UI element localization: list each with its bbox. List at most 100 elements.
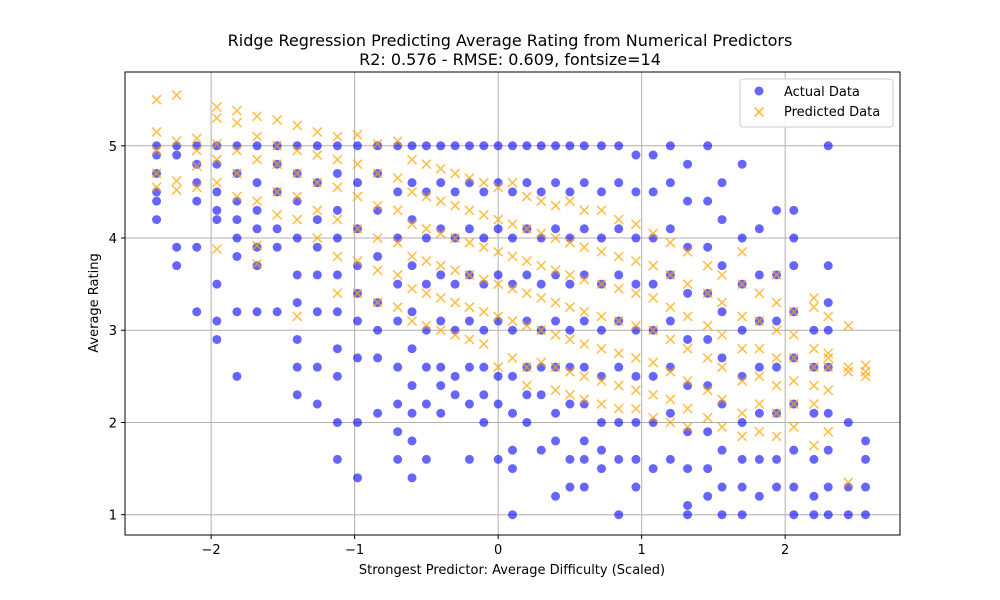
actual-data-point <box>737 371 747 381</box>
actual-data-point <box>212 279 222 289</box>
actual-data-point <box>717 353 727 363</box>
predicted-data-point <box>231 168 243 179</box>
actual-data-point <box>232 251 242 261</box>
actual-data-point <box>436 141 446 151</box>
actual-data-point <box>579 399 589 409</box>
predicted-data-point <box>392 237 403 248</box>
predicted-data-point <box>648 228 659 239</box>
actual-data-point <box>493 178 503 188</box>
predicted-data-point <box>550 362 561 373</box>
predicted-data-point <box>823 426 834 437</box>
actual-data-point <box>565 482 575 492</box>
predicted-data-point <box>630 219 641 230</box>
actual-data-point <box>464 178 474 188</box>
actual-data-point <box>407 473 417 483</box>
actual-data-point <box>508 233 517 243</box>
actual-data-point <box>823 298 833 308</box>
actual-data-point <box>312 141 322 151</box>
actual-data-point <box>809 325 819 335</box>
actual-data-point <box>596 141 606 151</box>
actual-data-point <box>373 325 383 335</box>
actual-data-point <box>192 178 202 188</box>
predicted-data-point <box>421 288 432 299</box>
predicted-data-point <box>332 154 343 165</box>
actual-data-point <box>192 307 202 317</box>
actual-data-point <box>648 464 658 474</box>
predicted-data-point <box>464 269 475 280</box>
predicted-data-point <box>771 269 782 280</box>
actual-data-point <box>631 233 641 243</box>
predicted-data-point <box>564 389 575 400</box>
actual-data-point <box>789 261 799 271</box>
actual-data-point <box>393 362 403 372</box>
predicted-data-point <box>823 348 834 359</box>
actual-data-point <box>272 307 282 317</box>
predicted-data-point <box>579 274 590 285</box>
actual-data-point <box>353 178 362 188</box>
actual-data-point <box>683 381 693 391</box>
actual-data-point <box>648 187 658 197</box>
actual-data-point <box>436 224 446 234</box>
predicted-data-point <box>507 177 518 188</box>
predicted-data-point <box>550 329 561 340</box>
predicted-data-point <box>464 237 475 248</box>
predicted-data-point <box>579 339 590 350</box>
predicted-data-point <box>536 196 547 207</box>
predicted-data-point <box>665 269 676 280</box>
predicted-data-point <box>251 111 263 122</box>
predicted-data-point <box>312 177 323 188</box>
actual-data-point <box>292 141 302 151</box>
x-tick-label: 0 <box>494 543 502 558</box>
actual-data-point <box>252 178 262 188</box>
actual-data-point <box>596 371 606 381</box>
predicted-data-point <box>771 408 782 419</box>
actual-data-point <box>272 242 282 252</box>
predicted-data-point <box>665 302 676 313</box>
predicted-data-point <box>493 182 504 193</box>
predicted-data-point <box>716 422 728 433</box>
predicted-data-point <box>406 251 418 262</box>
actual-data-point <box>508 408 517 418</box>
actual-data-point <box>192 196 202 206</box>
actual-data-point <box>861 510 871 520</box>
actual-data-point <box>823 482 833 492</box>
predicted-data-point <box>272 114 283 126</box>
actual-data-point <box>332 141 342 151</box>
predicted-data-point <box>536 325 547 336</box>
actual-data-point <box>292 334 302 344</box>
actual-data-point <box>522 417 532 427</box>
actual-data-point <box>703 141 713 151</box>
actual-data-point <box>421 233 431 243</box>
actual-data-point <box>450 371 460 381</box>
legend-predicted-label: Predicted Data <box>784 105 880 120</box>
plot-frame <box>124 71 901 536</box>
predicted-data-point <box>716 297 728 308</box>
predicted-data-point <box>596 311 607 322</box>
actual-data-point <box>252 224 262 234</box>
predicted-data-point <box>737 375 748 387</box>
actual-data-point <box>292 390 302 400</box>
predicted-data-point <box>596 398 607 410</box>
y-tick-label: 5 <box>109 140 117 155</box>
predicted-data-point <box>464 302 475 313</box>
actual-data-point <box>703 196 713 206</box>
actual-data-point <box>421 325 431 335</box>
actual-data-point <box>536 445 546 455</box>
actual-data-point <box>436 178 446 188</box>
actual-data-point <box>393 233 403 243</box>
predicted-data-point <box>507 315 518 327</box>
predicted-data-point <box>372 232 383 244</box>
predicted-data-point <box>435 196 446 207</box>
actual-data-point <box>665 362 675 372</box>
predicted-data-point <box>450 297 461 308</box>
actual-data-point <box>614 270 624 280</box>
actual-data-point <box>631 325 641 335</box>
actual-data-point <box>717 482 727 492</box>
actual-data-point <box>703 491 713 501</box>
predicted-data-point <box>579 371 590 382</box>
actual-data-point <box>596 325 606 335</box>
predicted-data-point <box>251 131 263 142</box>
y-tick-label: 2 <box>109 416 117 431</box>
actual-data-point <box>353 141 362 151</box>
actual-data-point <box>373 408 383 418</box>
